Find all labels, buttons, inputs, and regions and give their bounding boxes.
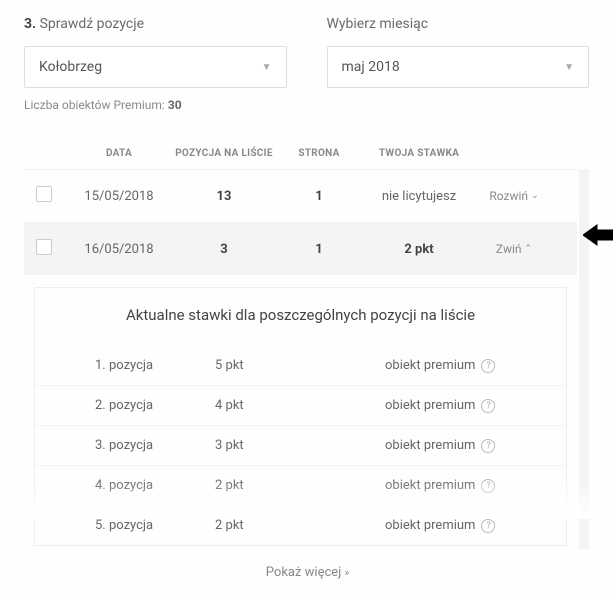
premium-label: Liczba obiektów Premium:	[24, 98, 165, 112]
details-points: 2 pkt	[215, 518, 365, 533]
details-type: obiekt premium	[385, 438, 475, 453]
city-dropdown-value: Kołobrzeg	[39, 59, 102, 75]
info-icon[interactable]: ?	[481, 359, 495, 373]
header-stake: TWOJA STAWKA	[364, 148, 474, 159]
chevron-up-icon: ⌃	[525, 244, 533, 254]
details-row: 2. pozycja 4 pkt obiekt premium ?	[35, 386, 566, 426]
details-position: 5. pozycja	[35, 518, 215, 533]
table-row: 15/05/2018 13 1 nie licytujesz Rozwiń ⌄	[24, 169, 577, 222]
cell-date: 16/05/2018	[64, 242, 174, 257]
details-type: obiekt premium	[385, 518, 475, 533]
cell-date: 15/05/2018	[64, 189, 174, 204]
chevron-down-icon: ▼	[564, 62, 574, 73]
chevron-down-icon: ⌄	[531, 191, 539, 201]
row-checkbox[interactable]	[36, 186, 52, 202]
cell-stake: 2 pkt	[364, 242, 474, 257]
info-icon[interactable]: ?	[481, 399, 495, 413]
details-type: obiekt premium	[385, 398, 475, 413]
details-points: 2 pkt	[215, 478, 365, 493]
info-icon[interactable]: ?	[481, 439, 495, 453]
month-label: Wybierz miesiąc	[327, 16, 590, 32]
month-dropdown-value: maj 2018	[342, 59, 400, 75]
cell-position: 3	[174, 242, 274, 257]
row-checkbox[interactable]	[36, 239, 52, 255]
details-type: obiekt premium	[385, 358, 475, 373]
table-header: DATA POZYCJA NA LIŚCIE STRONA TWOJA STAW…	[24, 138, 589, 169]
double-chevron-down-icon: »	[345, 568, 348, 579]
chevron-down-icon: ▼	[262, 62, 272, 73]
details-position: 1. pozycja	[35, 358, 215, 373]
details-panel: Aktualne stawki dla poszczególnych pozyc…	[34, 287, 567, 546]
header-date: DATA	[64, 148, 174, 159]
show-more-button[interactable]: Pokaż więcej »	[24, 549, 589, 596]
details-row: 4. pozycja 2 pkt obiekt premium ?	[35, 466, 566, 506]
section-title-text: Sprawdź pozycje	[40, 16, 144, 32]
details-points: 5 pkt	[215, 358, 365, 373]
details-position: 4. pozycja	[35, 478, 215, 493]
table-row: 16/05/2018 3 1 2 pkt Zwiń ⌃	[24, 222, 577, 275]
expand-button[interactable]: Rozwiń ⌄	[489, 189, 538, 203]
cell-page: 1	[274, 242, 364, 257]
premium-count: Liczba obiektów Premium: 30	[24, 98, 287, 112]
collapse-label: Zwiń	[496, 242, 522, 256]
info-icon[interactable]: ?	[481, 519, 495, 533]
details-row: 3. pozycja 3 pkt obiekt premium ?	[35, 426, 566, 466]
details-points: 4 pkt	[215, 398, 365, 413]
expand-label: Rozwiń	[489, 189, 528, 203]
section-title: 3. Sprawdź pozycje	[24, 16, 287, 32]
details-points: 3 pkt	[215, 438, 365, 453]
info-icon[interactable]: ?	[481, 479, 495, 493]
cell-page: 1	[274, 189, 364, 204]
header-position: POZYCJA NA LIŚCIE	[174, 148, 274, 159]
section-number: 3.	[24, 16, 36, 32]
header-page: STRONA	[274, 148, 364, 159]
details-position: 3. pozycja	[35, 438, 215, 453]
details-row: 5. pozycja 2 pkt obiekt premium ?	[35, 506, 566, 545]
city-dropdown[interactable]: Kołobrzeg ▼	[24, 46, 287, 88]
collapse-button[interactable]: Zwiń ⌃	[496, 242, 532, 256]
cell-position: 13	[174, 189, 274, 204]
arrow-pointer-icon	[583, 223, 613, 247]
show-more-label: Pokaż więcej	[266, 565, 342, 580]
premium-number: 30	[168, 98, 182, 112]
details-type: obiekt premium	[385, 478, 475, 493]
details-title: Aktualne stawki dla poszczególnych pozyc…	[35, 288, 566, 346]
details-position: 2. pozycja	[35, 398, 215, 413]
details-row: 1. pozycja 5 pkt obiekt premium ?	[35, 346, 566, 386]
cell-stake: nie licytujesz	[364, 189, 474, 204]
month-dropdown[interactable]: maj 2018 ▼	[327, 46, 590, 88]
